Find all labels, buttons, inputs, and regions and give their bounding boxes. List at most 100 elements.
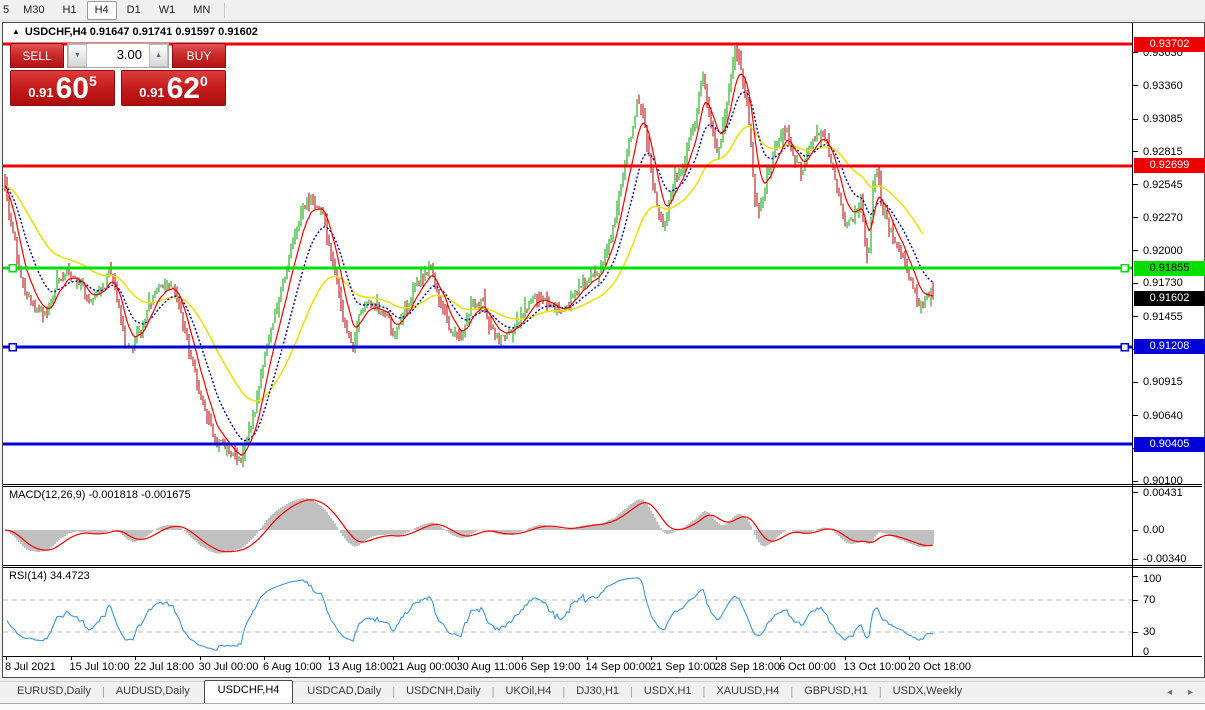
- time-tick-mark: [264, 656, 265, 660]
- time-tick-mark: [6, 656, 7, 660]
- volume-decrease-icon[interactable]: ▼: [68, 44, 87, 67]
- status-strip: [0, 703, 1205, 710]
- price-tick-mark: [1132, 217, 1138, 218]
- rsi-tick-label: 100: [1143, 573, 1162, 585]
- time-tick-mark: [909, 656, 910, 660]
- time-tick-mark: [457, 656, 459, 660]
- chart-tab-xauusd-h4[interactable]: XAUUSD,H4: [716, 685, 780, 697]
- ma-blue-line: [4, 91, 934, 442]
- rsi-tick-mark: [1132, 600, 1138, 601]
- ask-pipette: 0: [199, 73, 208, 89]
- time-tick-label: 20 Oct 18:00: [908, 661, 971, 673]
- volume-input[interactable]: 3.00: [116, 47, 142, 62]
- level-price-label: 0.91208: [1134, 339, 1205, 355]
- line-handle[interactable]: [1120, 342, 1129, 352]
- pane-border: [3, 486, 1202, 487]
- line-handle[interactable]: [8, 342, 17, 352]
- ma-yellow-line: [4, 125, 924, 402]
- timeframe-H4[interactable]: H4: [86, 0, 117, 20]
- rsi-tick-mark: [1132, 632, 1138, 633]
- timeframe-D1[interactable]: D1: [126, 3, 141, 16]
- price-tick-label: 0.93085: [1143, 113, 1183, 126]
- price-tick-label: 0.90100: [1143, 475, 1183, 487]
- horizontal-level-lines[interactable]: [3, 42, 1132, 446]
- tab-scroll-left-icon[interactable]: ◂: [1166, 687, 1172, 698]
- macd-tick-label: 0.00: [1143, 524, 1165, 536]
- level-price-label: 0.91855: [1134, 260, 1205, 276]
- chart-tab-usdcad-daily[interactable]: USDCAD,Daily: [307, 685, 382, 697]
- buy-button[interactable]: BUY: [172, 43, 226, 68]
- time-tick-mark: [522, 656, 523, 660]
- volume-stepper: ▼ 3.00 ▲: [67, 43, 169, 68]
- time-tick-label: 8 Jul 2021: [5, 661, 56, 673]
- tab-separator: |: [878, 686, 882, 698]
- volume-increase-icon[interactable]: ▲: [149, 44, 168, 67]
- line-handle[interactable]: [1120, 263, 1129, 273]
- timeframe-toolbar: 5 M30 H1 H4 D1 W1 MN: [0, 0, 1205, 21]
- rsi-tick-label: 0: [1143, 646, 1150, 658]
- current-price-label: 0.91602: [1134, 291, 1205, 307]
- candles: [4, 45, 934, 468]
- time-tick-mark: [586, 656, 588, 660]
- price-tick-label: 0.92815: [1143, 145, 1183, 158]
- price-tick-mark: [1132, 184, 1138, 185]
- chart-tab-eurusd-daily[interactable]: EURUSD,Daily: [17, 685, 91, 697]
- tab-separator: |: [491, 686, 495, 698]
- macd-histogram: [6, 498, 934, 554]
- timeframe-MN[interactable]: MN: [193, 3, 211, 16]
- pane-border: [3, 656, 1202, 657]
- timeframe-W1[interactable]: W1: [158, 3, 176, 16]
- timeframe-M30[interactable]: M30: [23, 3, 45, 16]
- chart-tab-gbpusd-h1[interactable]: GBPUSD,H1: [804, 685, 868, 697]
- tab-separator: |: [702, 686, 706, 698]
- timeframe-H1[interactable]: H1: [62, 3, 77, 16]
- time-tick-mark: [651, 656, 652, 660]
- price-tick-mark: [1132, 316, 1138, 317]
- ma-red-line: [4, 73, 934, 456]
- time-tick-label: 21 Aug 00:00: [392, 661, 457, 673]
- chart-tab-usdx-weekly[interactable]: USDX,Weekly: [892, 685, 963, 697]
- time-tick-label: 14 Sep 00:00: [585, 661, 651, 673]
- timeframe-5[interactable]: 5: [3, 3, 10, 16]
- ask-price-box[interactable]: 0.91 62 0: [121, 70, 226, 106]
- tab-separator: |: [562, 686, 566, 698]
- chart-tab-dj30-h1[interactable]: DJ30,H1: [576, 685, 619, 697]
- chart-tab-audusd-daily[interactable]: AUDUSD,Daily: [115, 685, 190, 697]
- time-tick-mark: [715, 656, 717, 660]
- time-tick-label: 13 Aug 18:00: [327, 661, 393, 673]
- chart-tab-ukoil-h4[interactable]: UKOil,H4: [505, 685, 552, 697]
- rsi-line: [6, 577, 934, 651]
- rsi-tick-mark: [1132, 576, 1138, 577]
- macd-label: MACD(12,26,9) -0.001818 -0.001675: [9, 489, 191, 501]
- chart-tab-usdcnh-daily[interactable]: USDCNH,Daily: [406, 685, 481, 697]
- macd-tick-label: 0.00431: [1143, 486, 1183, 499]
- tab-separator: |: [101, 686, 105, 698]
- chart-title: ▲ USDCHF,H4 0.91647 0.91741 0.91597 0.916…: [12, 26, 258, 38]
- bid-pipette: 5: [88, 73, 97, 89]
- chart-tab-usdchf-h4[interactable]: USDCHF,H4: [203, 680, 294, 703]
- macd-pane: [4, 498, 934, 554]
- collapse-arrow-icon[interactable]: ▲: [12, 27, 20, 36]
- time-tick-label: 13 Oct 10:00: [843, 661, 907, 673]
- price-tick-mark: [1132, 481, 1138, 482]
- time-tick-label: 30 Aug 11:00: [456, 661, 521, 673]
- sell-button[interactable]: SELL: [10, 43, 64, 68]
- time-tick-label: 6 Sep 19:00: [521, 661, 581, 673]
- ask-big-digits: 62: [166, 72, 200, 105]
- line-handle[interactable]: [8, 263, 17, 273]
- price-tick-label: 0.91455: [1143, 310, 1183, 323]
- pane-border: [3, 565, 1202, 566]
- tab-separator: |: [392, 686, 396, 698]
- price-tick-mark: [1132, 85, 1138, 86]
- bid-price-box[interactable]: 0.91 60 5: [10, 70, 115, 106]
- level-price-label: 0.92699: [1134, 158, 1205, 174]
- bid-big-digits: 60: [55, 72, 89, 105]
- chart-tab-usdx-h1[interactable]: USDX,H1: [643, 685, 692, 697]
- rsi-tick-label: 70: [1143, 594, 1156, 606]
- time-tick-mark: [70, 656, 72, 660]
- pane-border: [3, 484, 1202, 485]
- tab-scroll-right-icon[interactable]: ▸: [1187, 687, 1193, 698]
- time-tick-label: 6 Oct 00:00: [779, 661, 836, 673]
- price-tick-mark: [1132, 151, 1138, 152]
- time-tick-label: 28 Sep 18:00: [714, 661, 780, 673]
